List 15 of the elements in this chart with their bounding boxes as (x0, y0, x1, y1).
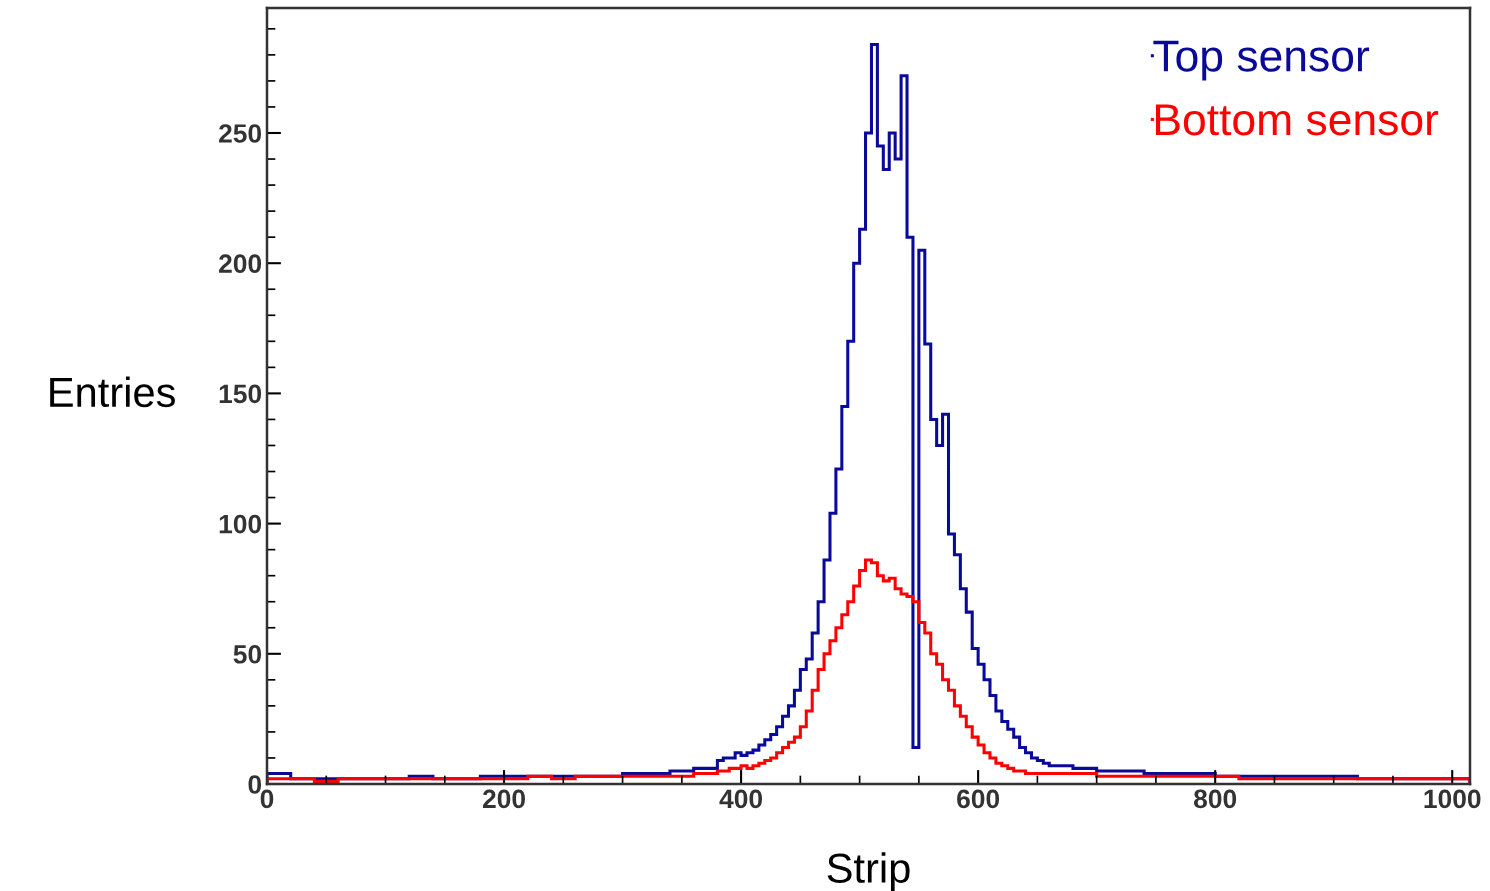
y-tick-label: 250 (219, 124, 262, 143)
x-tick-label: 800 (1194, 789, 1237, 809)
y-tick-label: 50 (233, 644, 262, 664)
x-tick-label: 1000 (1424, 789, 1481, 809)
y-axis-title: Entries (50, 376, 175, 408)
x-tick-label: 400 (719, 789, 763, 809)
y-tick-label: 150 (219, 384, 262, 404)
x-axis-title: Strip (827, 852, 910, 891)
y-tick-label: 100 (219, 514, 262, 534)
legend-label: Bottom sensor (1156, 104, 1439, 136)
x-tick-label: 600 (957, 789, 1000, 809)
y-tick-label: 200 (219, 254, 262, 274)
legend-label: Top sensor (1153, 40, 1370, 81)
y-tick-label: 0 (248, 775, 262, 794)
x-tick-label: 200 (482, 789, 525, 809)
